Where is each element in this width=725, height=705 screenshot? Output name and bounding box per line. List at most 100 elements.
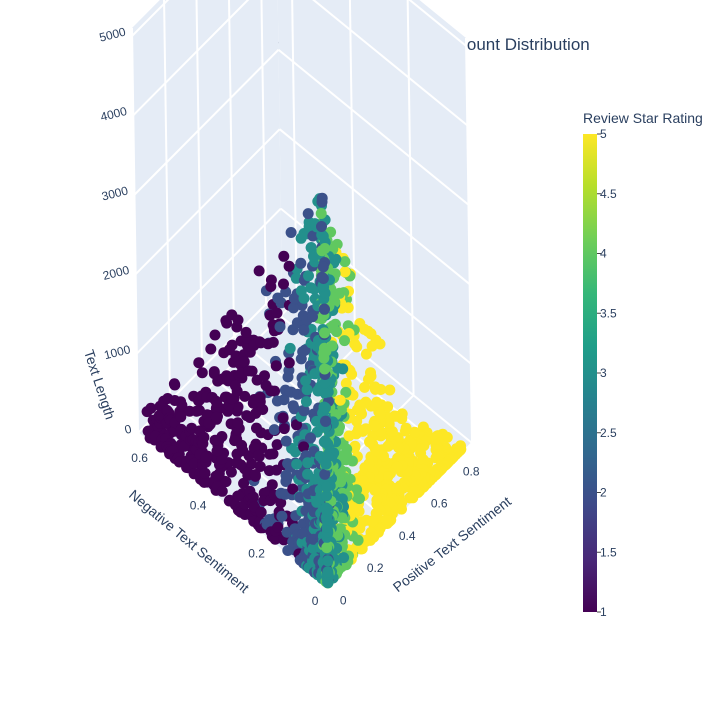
data-point [283, 357, 295, 369]
data-point [383, 417, 395, 429]
data-point [302, 457, 314, 469]
data-point [321, 490, 333, 502]
data-point [198, 476, 210, 488]
data-point [253, 265, 265, 277]
data-point [317, 230, 329, 242]
data-point [267, 336, 279, 348]
scene-ticks: 0 0.2 0.4 0.6 0.8 0 0.2 0.4 0.6 0 1000 2000 3000 4000… [98, 25, 480, 609]
data-point [316, 192, 328, 204]
colorbar-tick-label: 2 [600, 486, 607, 500]
data-point [366, 340, 378, 352]
data-point [229, 380, 241, 392]
data-point [285, 227, 297, 238]
data-point [253, 449, 264, 461]
grid-line-z-wall-b [277, 48, 470, 206]
data-point [414, 443, 426, 455]
data-point [266, 479, 278, 491]
data-point [225, 466, 237, 478]
z-tick-label: 2000 [101, 263, 131, 283]
data-point [321, 481, 333, 493]
data-point [357, 475, 369, 487]
grid-line-z-wall-a [133, 49, 280, 196]
data-point [354, 401, 366, 413]
data-point [237, 445, 249, 457]
colorbar-gradient [583, 134, 597, 612]
data-point [319, 387, 331, 399]
colorbar-tick-label: 1 [600, 605, 607, 619]
data-point [339, 266, 351, 278]
z-tick-label: 0 [123, 422, 133, 437]
z-tick-label: 3000 [100, 183, 130, 203]
data-point [270, 360, 282, 372]
data-point [346, 368, 358, 380]
data-point [280, 469, 292, 481]
grid-line-z-wall-a [136, 207, 282, 355]
z-tick-label: 4000 [99, 104, 129, 124]
data-point [316, 221, 327, 232]
colorbar-tick-label: 4.5 [600, 187, 617, 201]
data-point [288, 302, 299, 314]
data-point [274, 321, 286, 333]
y-tick-label: 0.4 [190, 499, 207, 513]
data-point [265, 274, 277, 286]
data-point [238, 477, 250, 489]
data-point [271, 439, 283, 451]
x-tick-label: 0.6 [431, 497, 448, 511]
x-tick-label: 0 [340, 593, 347, 607]
data-point [239, 390, 251, 402]
data-point [287, 483, 299, 495]
data-point [334, 287, 346, 299]
data-point [289, 446, 301, 458]
data-point [276, 510, 288, 522]
data-point [169, 379, 181, 391]
colorbar-tick-label: 2.5 [600, 426, 617, 440]
colorbar-tick-label: 4 [600, 247, 607, 261]
data-point [349, 440, 361, 452]
y-tick-label: 0 [312, 594, 319, 608]
z-tick-label: 1000 [103, 342, 133, 362]
data-point [351, 484, 363, 496]
data-point [205, 343, 217, 355]
data-point [278, 250, 290, 262]
data-point [216, 453, 228, 465]
data-point [272, 521, 284, 533]
data-point [221, 317, 233, 329]
data-point [233, 490, 245, 502]
z-tick-label: 5000 [98, 25, 128, 45]
data-point [210, 411, 222, 423]
data-point [267, 448, 279, 460]
data-point [441, 431, 453, 443]
colorbar-title: Review Star Rating [583, 110, 703, 126]
x-tick-label: 0.4 [399, 529, 416, 543]
data-point [298, 404, 310, 416]
data-point [199, 468, 211, 479]
data-point [320, 415, 332, 427]
data-point [191, 405, 203, 417]
data-point [240, 326, 252, 338]
data-point [169, 395, 181, 406]
data-point [278, 394, 290, 406]
data-point [278, 278, 289, 290]
data-point [211, 397, 223, 408]
data-point [305, 432, 316, 444]
data-point [188, 457, 200, 469]
data-point [282, 371, 294, 383]
data-point [220, 476, 232, 488]
x-tick-label: 0.8 [463, 465, 480, 479]
data-point [268, 424, 280, 436]
grid-line-y-wall [406, 0, 415, 396]
data-point [371, 396, 383, 408]
data-point [319, 243, 331, 254]
data-point [254, 391, 266, 403]
y-tick-label: 0.2 [248, 546, 265, 560]
data-point [367, 515, 379, 527]
grid-line-z-wall-b [408, 0, 467, 47]
data-point [319, 303, 330, 315]
data-point [319, 327, 330, 339]
data-point [231, 457, 242, 469]
colorbar-tick-label: 3.5 [600, 306, 617, 320]
data-point [360, 348, 372, 360]
grid-line-y-wall [465, 37, 473, 444]
data-point [319, 377, 331, 389]
